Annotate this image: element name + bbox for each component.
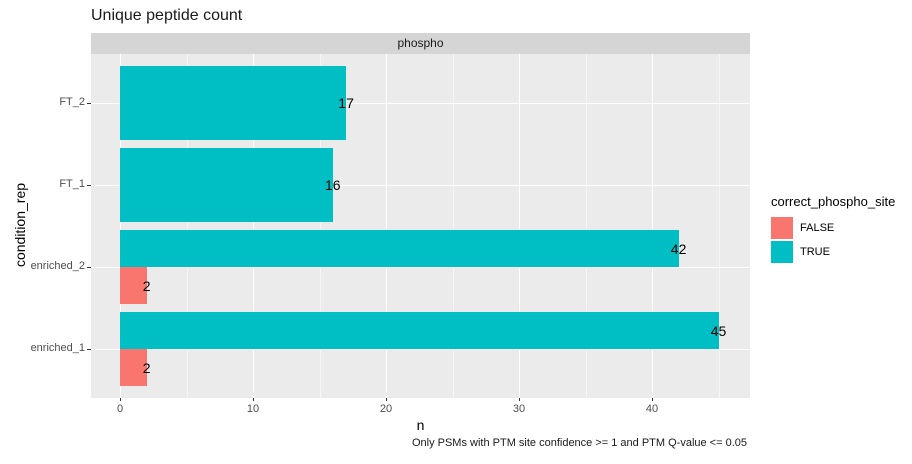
y-tick-label-FT_1: FT_1: [59, 178, 85, 190]
facet-strip: phospho: [91, 33, 750, 54]
x-axis-title: n: [416, 417, 425, 433]
y-tick-mark: [87, 103, 91, 104]
y-tick-mark: [87, 185, 91, 186]
bar-enriched_1-true: [120, 312, 719, 349]
chart-title: Unique peptide count: [91, 7, 243, 24]
x-tick-label: 30: [512, 403, 526, 415]
legend-items: FALSE TRUE: [771, 217, 895, 263]
gridline-major: [253, 54, 254, 398]
y-tick-mark: [87, 267, 91, 268]
y-tick-mark: [87, 349, 91, 350]
legend-label: FALSE: [800, 222, 835, 234]
plot-panel: 17 16 42 2 45 2: [91, 54, 750, 398]
bar-value-label: 45: [710, 322, 727, 339]
facet-strip-label: phospho: [397, 36, 444, 50]
gridline-major-horizontal: [91, 103, 750, 104]
gridline-minor: [718, 54, 720, 398]
legend-item-false: FALSE: [771, 217, 895, 239]
bar-enriched_2-true: [120, 230, 679, 267]
legend-item-true: TRUE: [771, 241, 895, 263]
y-axis-title: condition_rep: [12, 182, 28, 268]
x-tick-mark: [519, 398, 520, 401]
gridline-minor: [186, 54, 188, 398]
x-tick-mark: [652, 398, 653, 401]
gridline-major-horizontal: [91, 349, 750, 350]
gridline-major-horizontal: [91, 185, 750, 186]
legend-key-true: [771, 241, 793, 263]
y-tick-label-enriched_1: enriched_1: [30, 342, 85, 354]
bar-value-label: 16: [325, 177, 341, 193]
y-tick-label-FT_2: FT_2: [59, 96, 85, 108]
gridline-major: [519, 54, 520, 398]
gridline-major: [386, 54, 387, 398]
x-tick-label: 0: [116, 403, 124, 415]
y-tick-label-enriched_2: enriched_2: [30, 260, 85, 272]
bar-value-label: 17: [338, 95, 354, 111]
bar-value-label: 2: [142, 359, 151, 376]
gridline-minor: [319, 54, 321, 398]
gridline-minor: [452, 54, 454, 398]
bar-enriched_2-false: [120, 267, 147, 304]
x-tick-label: 20: [379, 403, 393, 415]
gridline-major-horizontal: [91, 267, 750, 268]
gridline-major: [120, 54, 121, 398]
bar-enriched_1-false: [120, 349, 147, 386]
x-tick-mark: [253, 398, 254, 401]
caption: Only PSMs with PTM site confidence >= 1 …: [411, 437, 747, 449]
legend-label: TRUE: [800, 246, 830, 258]
legend: correct_phospho_site FALSE TRUE: [771, 194, 895, 265]
bar-value-label: 42: [670, 240, 687, 257]
x-tick-mark: [386, 398, 387, 401]
gridline-minor: [585, 54, 587, 398]
x-tick-label: 10: [246, 403, 260, 415]
x-tick-label: 40: [645, 403, 659, 415]
gridline-major: [652, 54, 653, 398]
legend-key-false: [771, 217, 793, 239]
bar-value-label: 2: [142, 277, 151, 294]
bar-FT_2-true: [120, 66, 347, 140]
legend-title: correct_phospho_site: [771, 194, 896, 209]
bar-FT_1-true: [120, 148, 333, 222]
x-tick-mark: [120, 398, 121, 401]
